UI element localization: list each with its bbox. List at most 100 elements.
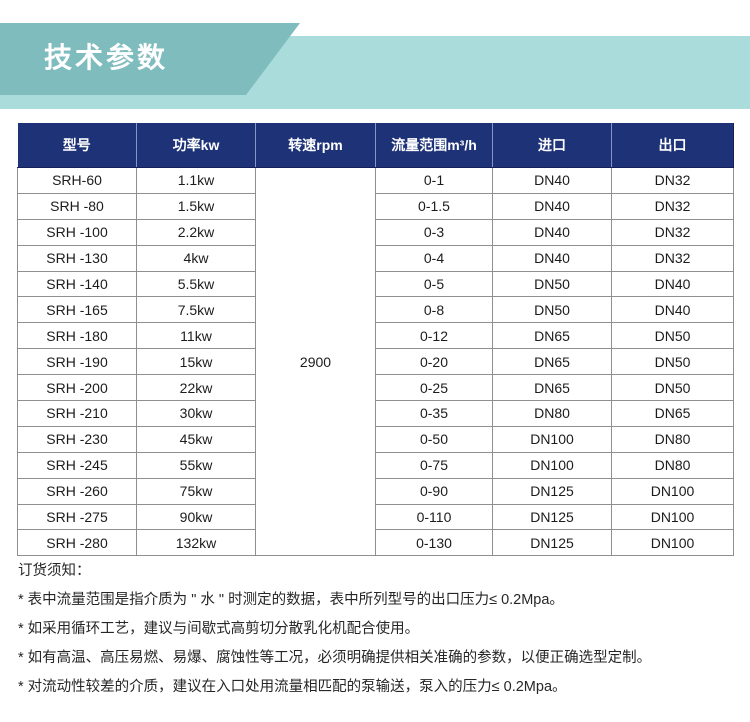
cell-outlet: DN32 — [611, 218, 734, 246]
cell-outlet: DN80 — [611, 425, 734, 453]
table-row: SRH -280 132kw 0-130 DN125 DN100 — [17, 529, 734, 557]
col-header-outlet: 出口 — [611, 123, 734, 168]
table-row: SRH -165 7.5kw 0-8 DN50 DN40 — [17, 296, 734, 324]
table-row: SRH -260 75kw 0-90 DN125 DN100 — [17, 477, 734, 505]
col-header-power: 功率kw — [136, 123, 256, 168]
cell-flow: 0-5 — [375, 270, 493, 298]
cell-flow: 0-1 — [375, 167, 493, 194]
cell-outlet: DN65 — [611, 400, 734, 427]
cell-power: 90kw — [136, 503, 256, 531]
cell-flow: 0-75 — [375, 451, 493, 479]
cell-model: SRH -275 — [17, 503, 137, 531]
cell-inlet: DN125 — [492, 477, 612, 505]
order-note: * 对流动性较差的介质，建议在入口处用流量相匹配的泵输送，泵入的压力≤ 0.2M… — [18, 679, 567, 695]
cell-inlet: DN50 — [492, 296, 612, 324]
cell-outlet: DN50 — [611, 374, 734, 402]
cell-outlet: DN50 — [611, 322, 734, 350]
cell-flow: 0-20 — [375, 348, 493, 376]
table-row: SRH -190 15kw 0-20 DN65 DN50 — [17, 348, 734, 376]
cell-outlet: DN40 — [611, 270, 734, 298]
cell-flow: 0-8 — [375, 296, 493, 324]
spec-table-header: 型号 功率kw 转速rpm 流量范围m³/h 进口 出口 — [17, 123, 734, 168]
cell-model: SRH -210 — [17, 400, 137, 427]
table-row: SRH -180 11kw 0-12 DN65 DN50 — [17, 322, 734, 350]
table-row: SRH -210 30kw 0-35 DN80 DN65 — [17, 400, 734, 427]
cell-inlet: DN40 — [492, 192, 612, 220]
cell-outlet: DN32 — [611, 192, 734, 220]
cell-flow: 0-12 — [375, 322, 493, 350]
cell-flow: 0-25 — [375, 374, 493, 402]
cell-inlet: DN125 — [492, 529, 612, 557]
cell-power: 5.5kw — [136, 270, 256, 298]
spec-table: 型号 功率kw 转速rpm 流量范围m³/h 进口 出口 SRH-60 1.1kw… — [17, 123, 734, 557]
table-row: SRH -130 4kw 0-4 DN40 DN32 — [17, 244, 734, 272]
cell-power: 132kw — [136, 529, 256, 557]
cell-power: 4kw — [136, 244, 256, 272]
cell-flow: 0-4 — [375, 244, 493, 272]
cell-power: 15kw — [136, 348, 256, 376]
cell-outlet: DN32 — [611, 167, 734, 194]
cell-model: SRH-60 — [17, 167, 137, 194]
cell-model: SRH -80 — [17, 192, 137, 220]
cell-flow: 0-1.5 — [375, 192, 493, 220]
cell-outlet: DN80 — [611, 451, 734, 479]
cell-inlet: DN125 — [492, 503, 612, 531]
table-row: SRH -275 90kw 0-110 DN125 DN100 — [17, 503, 734, 531]
table-row: SRH-60 1.1kw 2900 0-1 DN40 DN32 — [17, 166, 734, 557]
cell-power: 1.5kw — [136, 192, 256, 220]
cell-power: 75kw — [136, 477, 256, 505]
cell-inlet: DN50 — [492, 270, 612, 298]
cell-inlet: DN40 — [492, 218, 612, 246]
cell-inlet: DN100 — [492, 425, 612, 453]
cell-power: 2.2kw — [136, 218, 256, 246]
cell-inlet: DN100 — [492, 451, 612, 479]
cell-model: SRH -180 — [17, 322, 137, 350]
cell-flow: 0-3 — [375, 218, 493, 246]
order-notes-heading: 订货须知： — [18, 563, 91, 579]
cell-power: 22kw — [136, 374, 256, 402]
cell-model: SRH -260 — [17, 477, 137, 505]
cell-inlet: DN40 — [492, 167, 612, 194]
col-header-model: 型号 — [17, 123, 137, 168]
cell-flow: 0-110 — [375, 503, 493, 531]
table-row: SRH -200 22kw 0-25 DN65 DN50 — [17, 374, 734, 402]
cell-flow: 0-90 — [375, 477, 493, 505]
col-header-flow: 流量范围m³/h — [375, 123, 493, 168]
cell-inlet: DN65 — [492, 374, 612, 402]
cell-power: 55kw — [136, 451, 256, 479]
col-header-inlet: 进口 — [492, 123, 612, 168]
page-title: 技术参数 — [44, 42, 169, 73]
cell-model: SRH -280 — [17, 529, 137, 557]
cell-model: SRH -100 — [17, 218, 137, 246]
cell-outlet: DN32 — [611, 244, 734, 272]
order-note: * 如有高温、高压易燃、易爆、腐蚀性等工况，必须明确提供相关准确的参数，以便正确… — [18, 650, 652, 666]
cell-inlet: DN80 — [492, 400, 612, 427]
table-row: SRH -100 2.2kw 0-3 DN40 DN32 — [17, 218, 734, 246]
cell-model: SRH -190 — [17, 348, 137, 376]
cell-model: SRH -200 — [17, 374, 137, 402]
order-note: * 表中流量范围是指介质为 " 水 " 时测定的数据，表中所列型号的出口压力≤ … — [18, 592, 564, 608]
cell-model: SRH -130 — [17, 244, 137, 272]
cell-outlet: DN100 — [611, 477, 734, 505]
cell-power: 45kw — [136, 425, 256, 453]
cell-outlet: DN100 — [611, 529, 734, 557]
cell-flow: 0-130 — [375, 529, 493, 557]
cell-power: 7.5kw — [136, 296, 256, 324]
cell-outlet: DN40 — [611, 296, 734, 324]
cell-inlet: DN65 — [492, 322, 612, 350]
table-row: SRH -140 5.5kw 0-5 DN50 DN40 — [17, 270, 734, 298]
cell-outlet: DN50 — [611, 348, 734, 376]
cell-model: SRH -140 — [17, 270, 137, 298]
order-note: * 如采用循环工艺，建议与间歇式高剪切分散乳化机配合使用。 — [18, 621, 420, 637]
table-row: SRH -80 1.5kw 0-1.5 DN40 DN32 — [17, 192, 734, 220]
cell-inlet: DN40 — [492, 244, 612, 272]
order-notes: 订货须知： * 表中流量范围是指介质为 " 水 " 时测定的数据，表中所列型号的… — [18, 557, 734, 702]
cell-flow: 0-35 — [375, 400, 493, 427]
banner-ribbon — [0, 23, 300, 95]
cell-flow: 0-50 — [375, 425, 493, 453]
cell-model: SRH -230 — [17, 425, 137, 453]
cell-power: 1.1kw — [136, 167, 256, 194]
cell-inlet: DN65 — [492, 348, 612, 376]
table-row: SRH -230 45kw 0-50 DN100 DN80 — [17, 425, 734, 453]
